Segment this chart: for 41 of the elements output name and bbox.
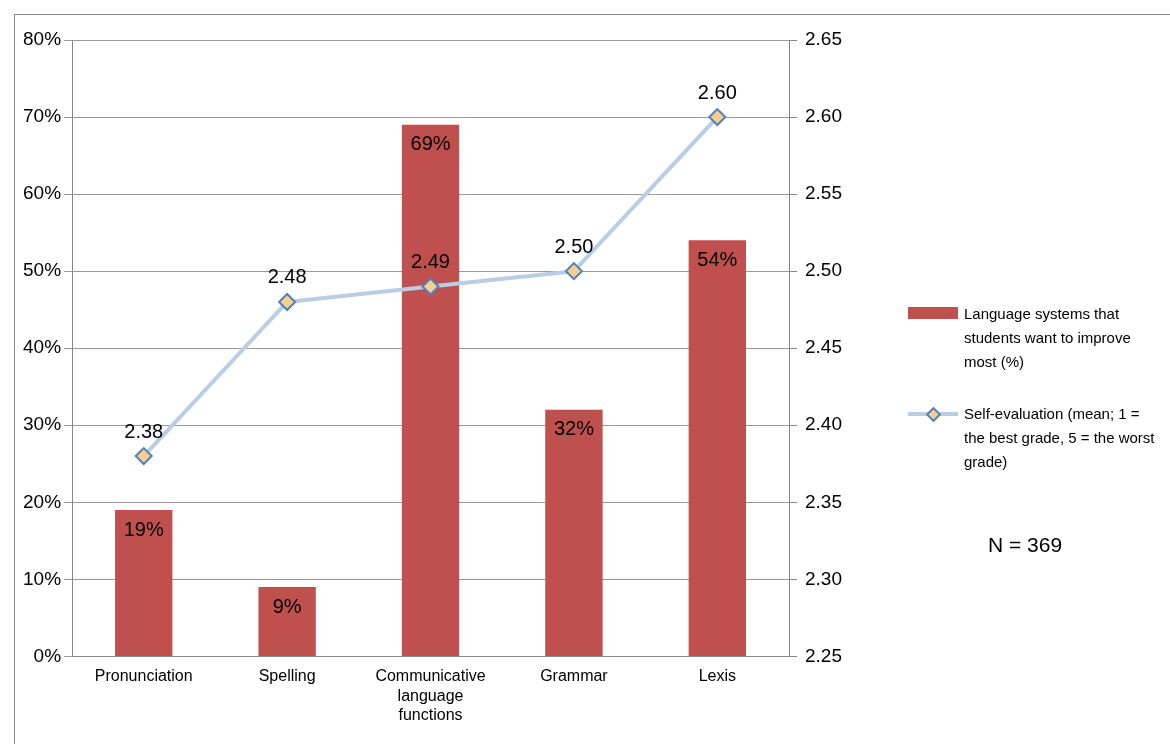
data-label: 69%: [410, 132, 451, 155]
data-label: 2.50: [554, 234, 594, 257]
y-tick-label: 30%: [23, 413, 62, 435]
y2-tick-label: 2.35: [805, 490, 842, 512]
y-tick-label: 0%: [33, 644, 62, 666]
legend-label: Self-evaluation (mean; 1 = the best grade, 5 = the worst grade): [964, 404, 1156, 472]
y-tick-label: 80%: [23, 28, 62, 50]
y-tick-label: 50%: [23, 259, 62, 281]
text: N = 369: [988, 533, 1063, 557]
x-tick-label: Spelling: [258, 667, 316, 685]
data-label: 2.38: [124, 419, 164, 442]
x-tick-label: Pronunciation: [94, 667, 193, 685]
data-label: 2.48: [267, 265, 307, 288]
data-label: 9%: [272, 594, 302, 617]
bar: [258, 587, 316, 656]
y2-tick-label: 2.45: [805, 336, 842, 358]
data-label: 32%: [553, 417, 595, 440]
bar: [688, 240, 746, 656]
x-tick-label: Communicative language functions: [375, 667, 486, 723]
y-tick-label: 40%: [23, 336, 62, 358]
y-tick-label: 10%: [23, 567, 62, 589]
y2-tick-label: 2.30: [805, 567, 842, 589]
data-label: 2.49: [411, 250, 450, 273]
y2-tick-label: 2.55: [805, 182, 842, 204]
legend-label: Language systems that students want to improve most (%): [964, 304, 1132, 372]
data-label: 2.60: [697, 80, 737, 103]
y2-tick-label: 2.40: [805, 413, 842, 435]
data-label: 19%: [123, 517, 164, 540]
data-label: 54%: [697, 247, 738, 270]
bar: [545, 409, 603, 656]
x-tick-label: Lexis: [698, 667, 736, 685]
y2-tick-label: 2.65: [805, 28, 842, 50]
y-tick-label: 20%: [23, 490, 62, 512]
x-tick-label: Grammar: [540, 667, 609, 685]
y-tick-label: 60%: [23, 182, 62, 204]
y-tick-label: 70%: [23, 105, 62, 127]
y2-tick-label: 2.50: [805, 259, 842, 281]
bar: [401, 124, 460, 656]
y2-tick-label: 2.25: [805, 644, 842, 666]
bar: [115, 510, 173, 656]
y2-tick-label: 2.60: [805, 105, 842, 127]
